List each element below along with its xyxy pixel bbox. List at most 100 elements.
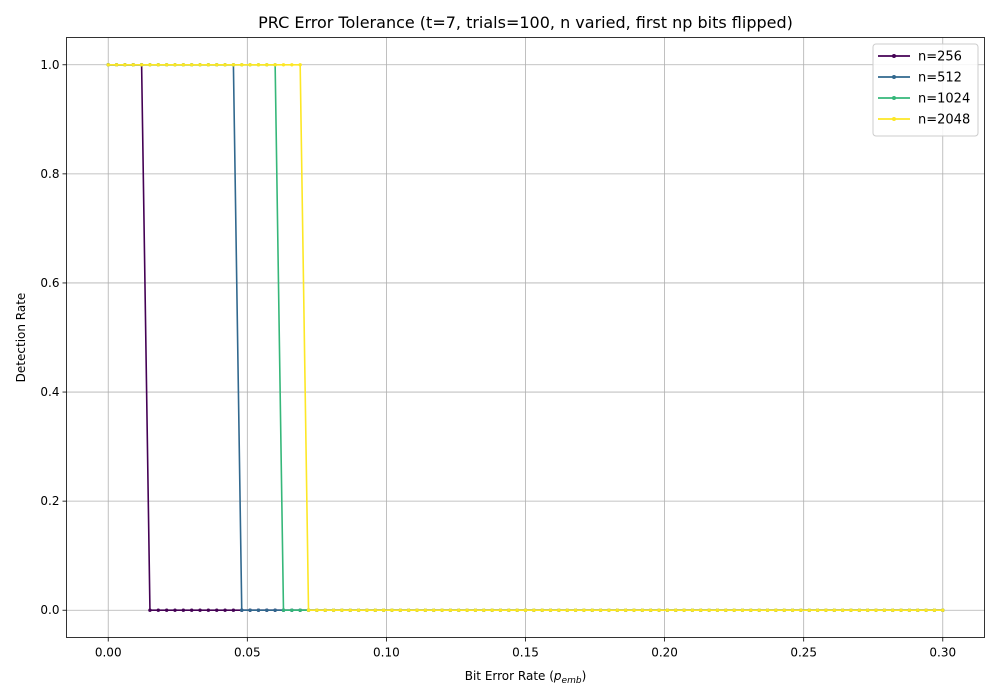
data-point: [206, 63, 211, 67]
data-point: [340, 608, 344, 612]
x-axis-label-subscript: emb: [562, 676, 582, 686]
legend-item: n=256: [878, 50, 962, 65]
data-point: [281, 608, 286, 612]
legend-item: n=512: [878, 71, 962, 86]
data-point: [790, 608, 795, 612]
data-point: [565, 608, 569, 612]
data-point: [248, 63, 252, 67]
data-point: [440, 608, 444, 612]
data-point: [423, 608, 428, 612]
data-point: [265, 608, 269, 612]
data-point: [265, 63, 269, 67]
data-point: [573, 608, 578, 612]
data-point: [640, 608, 645, 612]
y-axis-ticks: 0.0 0.2 0.4 0.6 0.8 1.0: [40, 58, 67, 617]
data-point: [740, 608, 745, 612]
data-point: [240, 608, 244, 612]
data-point: [615, 608, 619, 612]
data-point: [240, 63, 244, 67]
x-axis-ticks: 0.00 0.05 0.10 0.15 0.20 0.25 0.30: [95, 637, 956, 660]
data-point: [114, 63, 119, 67]
data-point: [749, 608, 753, 612]
data-point: [415, 608, 419, 612]
data-point: [215, 608, 219, 612]
data-point: [323, 608, 327, 612]
data-point: [515, 608, 519, 612]
legend-label: n=512: [918, 71, 962, 86]
data-point: [457, 608, 461, 612]
y-tick-label: 0.4: [40, 385, 59, 399]
data-point: [198, 63, 202, 67]
data-point: [331, 608, 336, 612]
data-point: [156, 63, 160, 67]
legend-item: n=2048: [878, 113, 970, 128]
data-point: [815, 608, 820, 612]
series-n=2048: [106, 63, 945, 612]
data-point: [348, 608, 352, 612]
data-point: [164, 608, 169, 612]
legend-label: n=2048: [918, 113, 970, 128]
data-point: [932, 608, 937, 612]
data-point: [648, 608, 653, 612]
data-point: [406, 608, 411, 612]
data-point: [106, 63, 110, 67]
data-point: [181, 608, 186, 612]
data-point: [281, 63, 286, 67]
data-point: [498, 608, 503, 612]
data-point: [231, 63, 236, 67]
data-point: [273, 63, 277, 67]
data-point: [623, 608, 628, 612]
legend-marker: [892, 54, 896, 58]
x-tick-label: 0.15: [512, 646, 539, 660]
data-point: [674, 608, 678, 612]
series-layer: [106, 63, 945, 612]
data-point: [189, 63, 194, 67]
y-tick-label: 1.0: [40, 58, 59, 72]
chart-title: PRC Error Tolerance (t=7, trials=100, n …: [258, 13, 793, 32]
data-point: [189, 608, 194, 612]
data-point: [865, 608, 870, 612]
data-point: [557, 608, 561, 612]
data-point: [123, 63, 127, 67]
data-point: [715, 608, 720, 612]
data-point: [164, 63, 169, 67]
legend-marker: [892, 75, 896, 79]
data-point: [231, 608, 236, 612]
data-point: [590, 608, 594, 612]
data-point: [532, 608, 536, 612]
data-point: [582, 608, 586, 612]
data-point: [315, 608, 319, 612]
legend-item: n=1024: [878, 92, 970, 107]
data-point: [507, 608, 511, 612]
data-point: [373, 608, 377, 612]
data-point: [540, 608, 544, 612]
data-point: [757, 608, 761, 612]
data-point: [699, 608, 703, 612]
data-point: [916, 608, 920, 612]
data-point: [765, 608, 770, 612]
legend-box: [872, 43, 979, 137]
x-tick-label: 0.20: [651, 646, 678, 660]
data-point: [607, 608, 611, 612]
data-point: [131, 63, 135, 67]
data-point: [248, 608, 252, 612]
data-point: [139, 63, 144, 67]
data-point: [657, 608, 661, 612]
data-point: [298, 63, 302, 67]
y-tick-label: 0.0: [40, 603, 59, 617]
data-point: [273, 608, 277, 612]
data-point: [465, 608, 469, 612]
y-tick-label: 0.2: [40, 494, 59, 508]
data-point: [690, 608, 695, 612]
data-point: [849, 608, 853, 612]
data-point: [381, 608, 386, 612]
x-tick-label: 0.25: [790, 646, 817, 660]
data-point: [198, 608, 202, 612]
data-point: [432, 608, 436, 612]
data-point: [665, 608, 670, 612]
data-point: [907, 608, 912, 612]
data-point: [223, 608, 227, 612]
data-point: [824, 608, 828, 612]
